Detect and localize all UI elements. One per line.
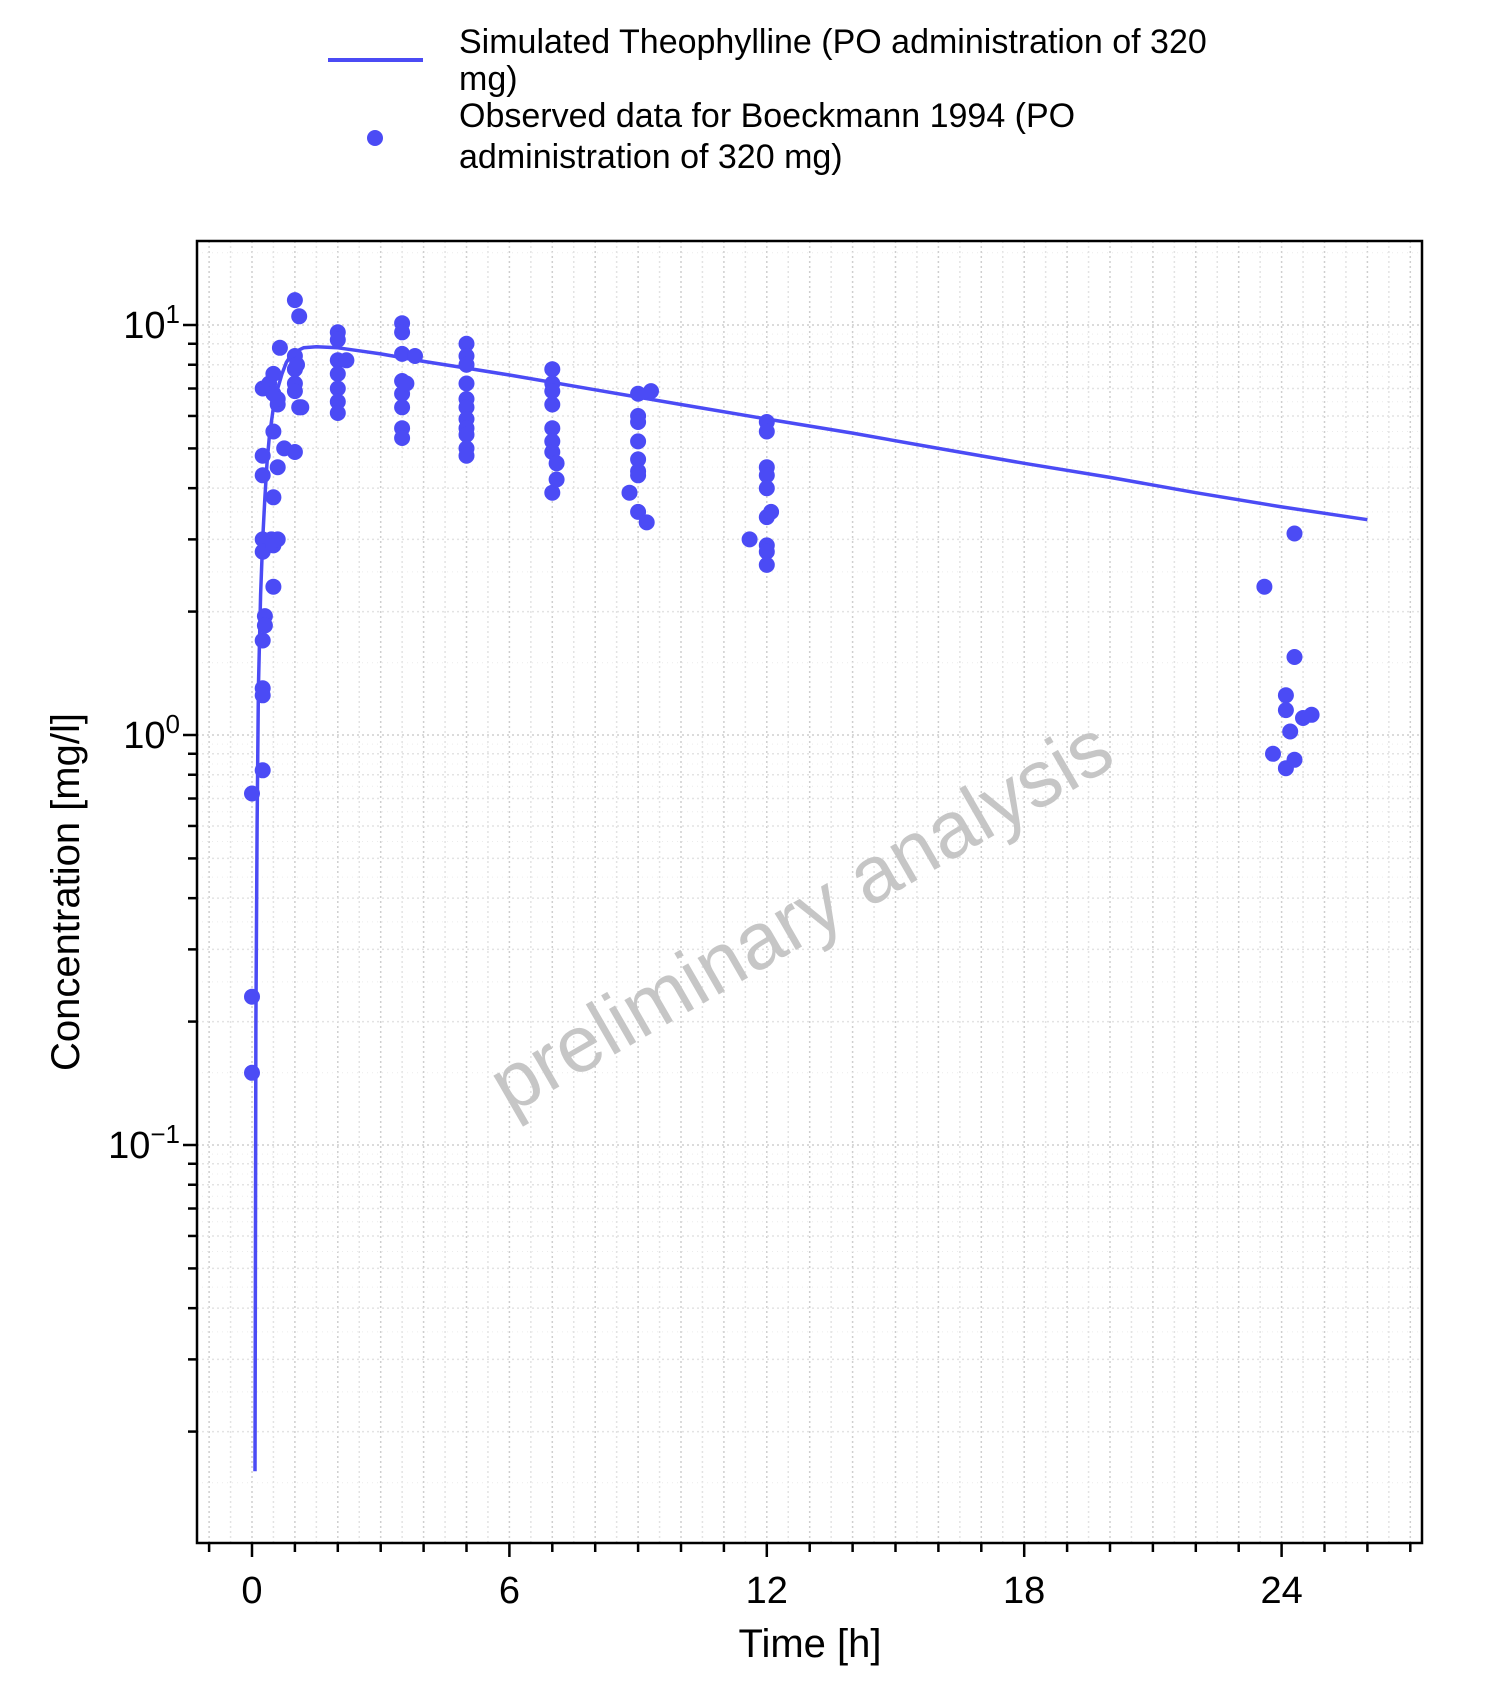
watermark: preliminary analysis xyxy=(474,701,1127,1129)
observed-point xyxy=(544,361,561,378)
legend-label-simulated: Simulated Theophylline (PO administratio… xyxy=(459,23,1207,61)
legend-label-simulated-line2: mg) xyxy=(459,60,518,98)
observed-point xyxy=(398,375,415,392)
observed-point xyxy=(1282,723,1299,740)
observed-point xyxy=(269,391,286,407)
observed-point xyxy=(544,420,561,437)
observed-point xyxy=(548,455,565,472)
observed-point xyxy=(265,578,282,595)
y-tick-label-base: 10 xyxy=(123,305,165,347)
observed-point xyxy=(244,988,260,1005)
observed-point xyxy=(244,1064,260,1081)
y-axis-title: Concentration [mg/l] xyxy=(44,713,88,1071)
observed-point xyxy=(758,543,775,560)
observed-point xyxy=(758,467,775,484)
observed-point xyxy=(254,447,271,464)
observed-point xyxy=(329,331,346,348)
observed-point xyxy=(265,489,282,506)
observed-point xyxy=(1265,745,1281,762)
observed-point xyxy=(338,352,355,369)
observed-point xyxy=(458,375,475,392)
y-tick-label-base: 10 xyxy=(108,1125,150,1167)
observed-point xyxy=(244,785,260,802)
observed-point xyxy=(544,396,561,413)
observed-point xyxy=(254,632,271,649)
observed-point xyxy=(271,339,288,356)
observed-point xyxy=(458,399,475,416)
observed-point xyxy=(265,423,282,440)
y-tick-label-exponent: 1 xyxy=(166,299,180,329)
observed-point xyxy=(1303,706,1320,723)
observed-point xyxy=(291,308,308,325)
observed-point xyxy=(269,531,286,548)
observed-point xyxy=(638,514,655,531)
observed-point xyxy=(758,556,775,573)
observed-point xyxy=(544,383,561,400)
x-tick-label: 24 xyxy=(1260,1570,1302,1612)
observed-point xyxy=(329,405,346,421)
observed-point xyxy=(256,617,273,634)
observed-point xyxy=(329,380,346,397)
observed-point xyxy=(763,503,780,520)
observed-point xyxy=(289,356,305,373)
simulated-line xyxy=(253,345,1368,1472)
legend: Simulated Theophylline (PO administratio… xyxy=(328,23,1207,176)
observed-point xyxy=(630,467,647,484)
x-tick-label: 6 xyxy=(499,1570,520,1612)
observed-point xyxy=(548,471,565,488)
observed-point xyxy=(630,451,647,468)
observed-point xyxy=(254,467,271,484)
observed-point xyxy=(621,484,638,501)
observed-point xyxy=(394,345,411,362)
observed-point xyxy=(643,383,659,400)
x-tick-label: 12 xyxy=(746,1570,788,1612)
observed-point xyxy=(254,687,271,704)
observed-point xyxy=(630,433,647,450)
y-tick-label-exponent: 0 xyxy=(166,709,180,739)
y-tick-label-base: 10 xyxy=(123,715,165,757)
observed-point xyxy=(544,484,561,501)
observed-point xyxy=(758,480,775,497)
observed-point xyxy=(630,414,647,430)
observed-point xyxy=(407,348,423,364)
observed-point xyxy=(630,385,647,402)
observed-point xyxy=(329,393,346,410)
observed-point xyxy=(741,531,758,548)
observed-point xyxy=(1277,702,1294,719)
observed-point xyxy=(394,430,411,446)
observed-point xyxy=(458,426,475,443)
observed-point xyxy=(1277,687,1294,704)
y-tick-label: 10−1 xyxy=(108,1119,180,1167)
observed-point xyxy=(293,399,310,416)
legend-label-observed-line2: administration of 320 mg) xyxy=(459,138,843,176)
observed-point xyxy=(265,365,282,382)
observed-point xyxy=(394,324,411,341)
observed-point xyxy=(254,762,271,779)
observed-point xyxy=(1286,751,1303,768)
observed-point xyxy=(286,444,303,460)
observed-point xyxy=(458,335,475,352)
observed-point xyxy=(1286,525,1303,542)
x-axis-title: Time [h] xyxy=(739,1622,882,1666)
x-tick-label: 0 xyxy=(241,1570,262,1612)
x-tick-label: 18 xyxy=(1003,1570,1045,1612)
legend-dot-swatch xyxy=(367,130,383,146)
observed-point xyxy=(1256,578,1273,595)
y-tick-label: 101 xyxy=(123,299,180,347)
y-tick-label: 100 xyxy=(123,709,180,757)
legend-label-observed: Observed data for Boeckmann 1994 (PO xyxy=(459,97,1075,135)
y-tick-label-exponent: −1 xyxy=(150,1119,180,1149)
plot-area xyxy=(244,292,1368,1472)
observed-point xyxy=(458,447,475,464)
observed-point xyxy=(458,356,475,373)
observed-point xyxy=(286,383,303,400)
observed-point xyxy=(758,423,775,440)
observed-point xyxy=(286,292,303,309)
observed-point xyxy=(329,365,346,382)
observed-point xyxy=(269,459,286,476)
observed-point xyxy=(1286,649,1303,665)
observed-point xyxy=(394,399,411,416)
